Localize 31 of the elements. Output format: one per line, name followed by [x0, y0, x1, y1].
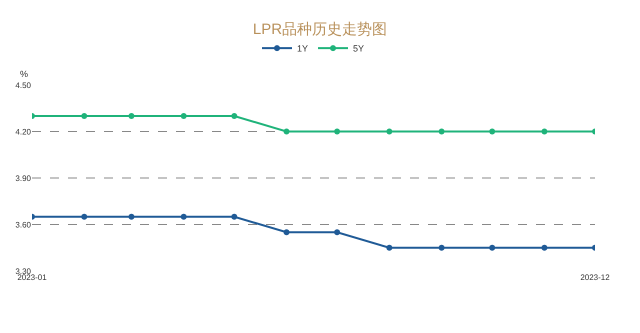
legend-label: 5Y [353, 44, 364, 54]
x-tick-label: 2023-01 [17, 273, 48, 282]
point [334, 229, 340, 236]
point [81, 113, 88, 119]
point [438, 244, 445, 251]
point [541, 128, 548, 134]
point [231, 214, 238, 220]
legend-label: 1Y [297, 44, 308, 54]
point [438, 128, 445, 134]
y-axis-title: % [20, 69, 28, 79]
point [128, 214, 134, 220]
point [334, 128, 340, 134]
point [128, 113, 134, 119]
point [541, 244, 548, 251]
point [180, 214, 187, 220]
y-tick-label: 4.50 [15, 80, 32, 90]
point [489, 128, 496, 134]
point [81, 214, 88, 220]
point [180, 113, 187, 119]
x-tick-label: 2023-12 [580, 273, 610, 282]
point [489, 244, 496, 251]
point [386, 128, 392, 134]
y-tick-label: 3.60 [15, 220, 32, 230]
y-tick-label: 4.20 [15, 127, 32, 136]
y-tick-label: 3.90 [15, 174, 32, 183]
point [231, 113, 238, 119]
point [284, 229, 290, 236]
y-tick-label: 3.30 [15, 266, 32, 276]
point [386, 244, 392, 251]
chart-title: LPR品种历史走势图 [252, 20, 388, 38]
point [284, 128, 290, 134]
